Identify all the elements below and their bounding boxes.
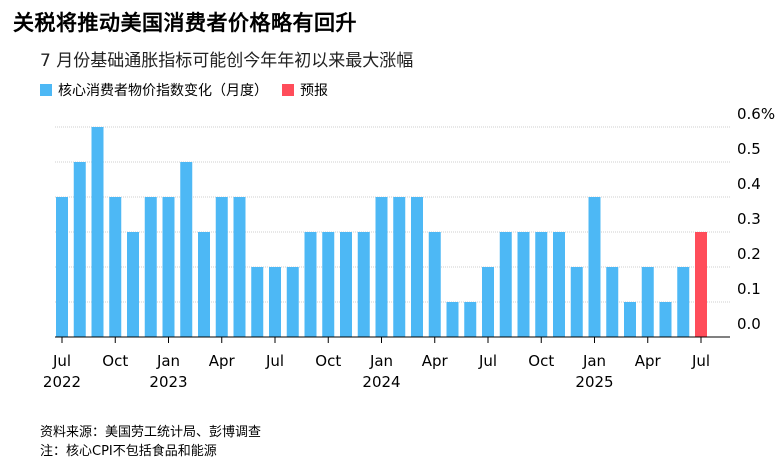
x-tick-label: Jul [265,352,284,370]
bar [73,162,86,337]
x-year-label: 2025 [575,373,613,391]
forecast-bar [695,232,707,337]
legend-label-core-cpi: 核心消费者物价指数变化（月度） [58,83,268,99]
bar [464,302,477,337]
bar [56,197,68,337]
bar [482,267,494,337]
bar [109,197,122,337]
chart-subtitle: 7 月份基础通胀指标可能创今年年初以来最大涨幅 [40,51,414,71]
bar [393,197,406,337]
y-tick-label: 0.6% [737,105,775,123]
bar [375,197,388,337]
bar [553,232,565,337]
bar [322,232,335,337]
y-tick-label: 0.1 [737,280,761,298]
bar [606,267,619,337]
bar [357,232,370,337]
y-tick-label: 0.0 [737,315,761,333]
x-tick-label: Jul [478,352,497,370]
bar [677,267,690,337]
x-tick-label: Oct [102,352,128,370]
x-tick-label: Jul [691,352,710,370]
legend-item-core-cpi: 核心消费者物价指数变化（月度） [40,80,268,100]
bar [588,197,601,337]
y-tick-label: 0.3 [737,210,761,228]
x-tick-label: Jan [582,352,606,370]
bar [251,267,264,337]
bar [215,197,228,337]
legend-item-forecast: 预报 [282,80,328,100]
bar [659,302,672,337]
bar [570,267,583,337]
bar [340,232,352,337]
x-tick-label: Jul [52,352,71,370]
legend-swatch-core-cpi [40,84,52,96]
bar [127,232,139,337]
x-year-label: 2023 [149,373,187,391]
x-tick-label: Apr [422,352,449,370]
source-footnote: 资料来源：美国劳工统计局、彭博调查 [40,425,262,440]
bar [411,197,423,337]
bar [517,232,530,337]
bar [269,267,281,337]
x-tick-label: Apr [635,352,662,370]
bar [286,267,299,337]
bar [499,232,512,337]
y-tick-label: 0.2 [737,245,761,263]
chart-title: 关税将推动美国消费者价格略有回升 [13,11,357,35]
bar [304,232,317,337]
x-tick-label: Oct [528,352,554,370]
x-tick-label: Jan [369,352,393,370]
x-tick-label: Apr [209,352,236,370]
x-year-label: 2022 [43,373,81,391]
y-tick-label: 0.4 [737,175,761,193]
x-tick-label: Jan [156,352,180,370]
bar [233,197,246,337]
bar [91,127,104,337]
legend: 核心消费者物价指数变化（月度） 预报 [40,80,342,100]
bar [624,302,636,337]
note-footnote: 注：核心CPI不包括食品和能源 [40,444,217,459]
x-tick-label: Oct [315,352,341,370]
bar [198,232,210,337]
bar [162,197,175,337]
legend-swatch-forecast [282,84,294,96]
legend-label-forecast: 预报 [300,83,328,99]
bar [446,302,459,337]
bar [641,267,654,337]
y-tick-label: 0.5 [737,140,761,158]
bar [144,197,157,337]
bar [180,162,193,337]
x-year-label: 2024 [362,373,400,391]
bar [428,232,441,337]
bar [535,232,548,337]
